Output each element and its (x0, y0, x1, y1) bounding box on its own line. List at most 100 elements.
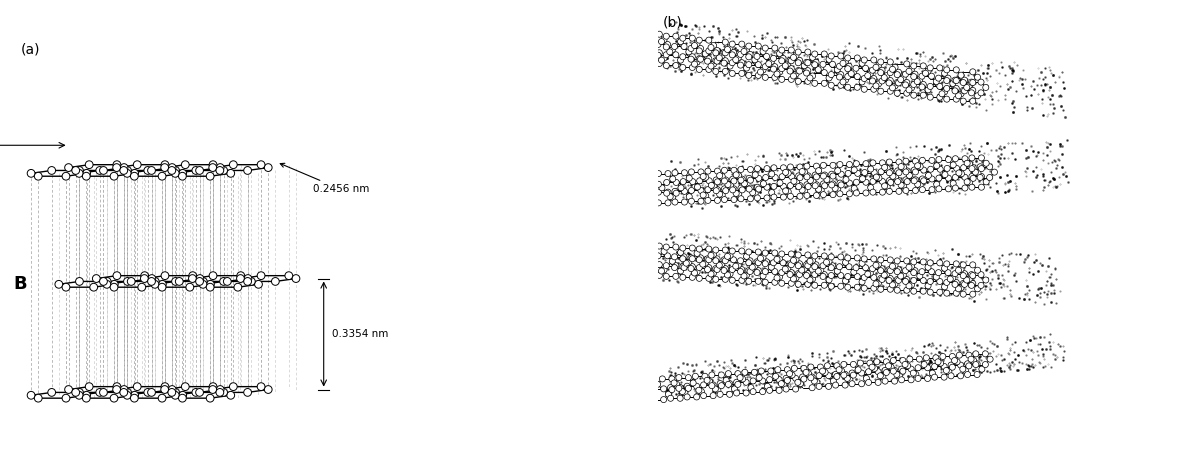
Circle shape (158, 394, 167, 402)
Circle shape (865, 271, 871, 277)
Circle shape (813, 182, 819, 188)
Circle shape (828, 53, 834, 59)
Circle shape (181, 161, 189, 169)
Circle shape (664, 44, 670, 50)
Circle shape (710, 61, 716, 67)
Circle shape (887, 178, 893, 184)
Circle shape (927, 278, 933, 285)
Circle shape (842, 382, 848, 388)
Circle shape (928, 187, 934, 193)
Circle shape (734, 371, 740, 377)
Circle shape (62, 172, 69, 180)
Circle shape (847, 191, 853, 197)
Circle shape (969, 174, 975, 179)
Circle shape (885, 363, 891, 369)
Circle shape (760, 389, 766, 395)
Circle shape (689, 169, 695, 175)
Circle shape (842, 371, 848, 377)
Circle shape (758, 368, 764, 374)
Circle shape (787, 371, 793, 377)
Circle shape (787, 164, 793, 170)
Circle shape (919, 157, 925, 163)
Circle shape (664, 179, 670, 185)
Circle shape (916, 273, 922, 279)
Circle shape (258, 383, 265, 391)
Circle shape (870, 67, 876, 73)
Circle shape (647, 262, 653, 267)
Circle shape (969, 87, 976, 93)
Circle shape (785, 170, 791, 176)
Circle shape (936, 359, 942, 365)
Circle shape (896, 178, 902, 184)
Circle shape (739, 248, 745, 254)
Circle shape (834, 373, 840, 379)
Circle shape (664, 190, 670, 196)
Circle shape (864, 375, 870, 382)
Circle shape (849, 370, 855, 376)
Circle shape (979, 174, 985, 179)
Circle shape (704, 256, 710, 262)
Circle shape (876, 62, 882, 69)
Circle shape (908, 366, 914, 372)
Circle shape (113, 383, 121, 391)
Circle shape (745, 72, 752, 78)
Circle shape (961, 165, 967, 170)
Circle shape (879, 276, 885, 282)
Circle shape (755, 184, 761, 190)
Circle shape (710, 251, 716, 258)
Circle shape (742, 181, 748, 187)
Circle shape (770, 194, 778, 200)
Circle shape (900, 368, 906, 374)
Circle shape (642, 37, 648, 42)
Circle shape (884, 73, 890, 78)
Circle shape (745, 54, 752, 60)
Circle shape (859, 381, 865, 387)
Circle shape (757, 255, 763, 262)
Circle shape (647, 254, 653, 260)
Circle shape (664, 33, 670, 39)
Circle shape (870, 179, 876, 184)
Circle shape (925, 365, 931, 371)
Circle shape (974, 267, 981, 273)
Circle shape (800, 376, 807, 382)
Circle shape (770, 66, 776, 72)
Circle shape (219, 388, 228, 396)
Circle shape (708, 271, 714, 277)
Circle shape (727, 381, 733, 387)
Circle shape (292, 275, 300, 282)
Circle shape (748, 385, 754, 391)
Circle shape (834, 363, 840, 369)
Circle shape (829, 61, 835, 67)
Circle shape (761, 181, 767, 187)
Circle shape (748, 268, 754, 275)
Circle shape (704, 267, 710, 272)
Circle shape (673, 273, 679, 279)
Circle shape (944, 85, 950, 92)
Circle shape (651, 258, 657, 264)
Circle shape (715, 387, 721, 393)
Circle shape (845, 74, 851, 79)
Circle shape (651, 194, 657, 201)
Circle shape (954, 78, 960, 83)
Circle shape (904, 363, 910, 369)
Circle shape (896, 159, 902, 165)
Circle shape (854, 55, 860, 61)
Circle shape (672, 170, 678, 176)
Circle shape (684, 383, 690, 389)
Circle shape (851, 69, 857, 75)
Circle shape (713, 69, 719, 74)
Circle shape (893, 83, 898, 89)
Circle shape (854, 84, 860, 90)
Circle shape (733, 263, 739, 269)
Circle shape (919, 187, 925, 193)
Circle shape (822, 80, 828, 86)
Circle shape (62, 283, 69, 291)
Circle shape (776, 387, 782, 393)
Circle shape (75, 170, 83, 177)
Circle shape (945, 186, 951, 192)
Circle shape (739, 277, 745, 283)
Circle shape (944, 290, 950, 296)
Circle shape (837, 53, 843, 59)
Circle shape (879, 374, 885, 380)
Circle shape (208, 386, 217, 393)
